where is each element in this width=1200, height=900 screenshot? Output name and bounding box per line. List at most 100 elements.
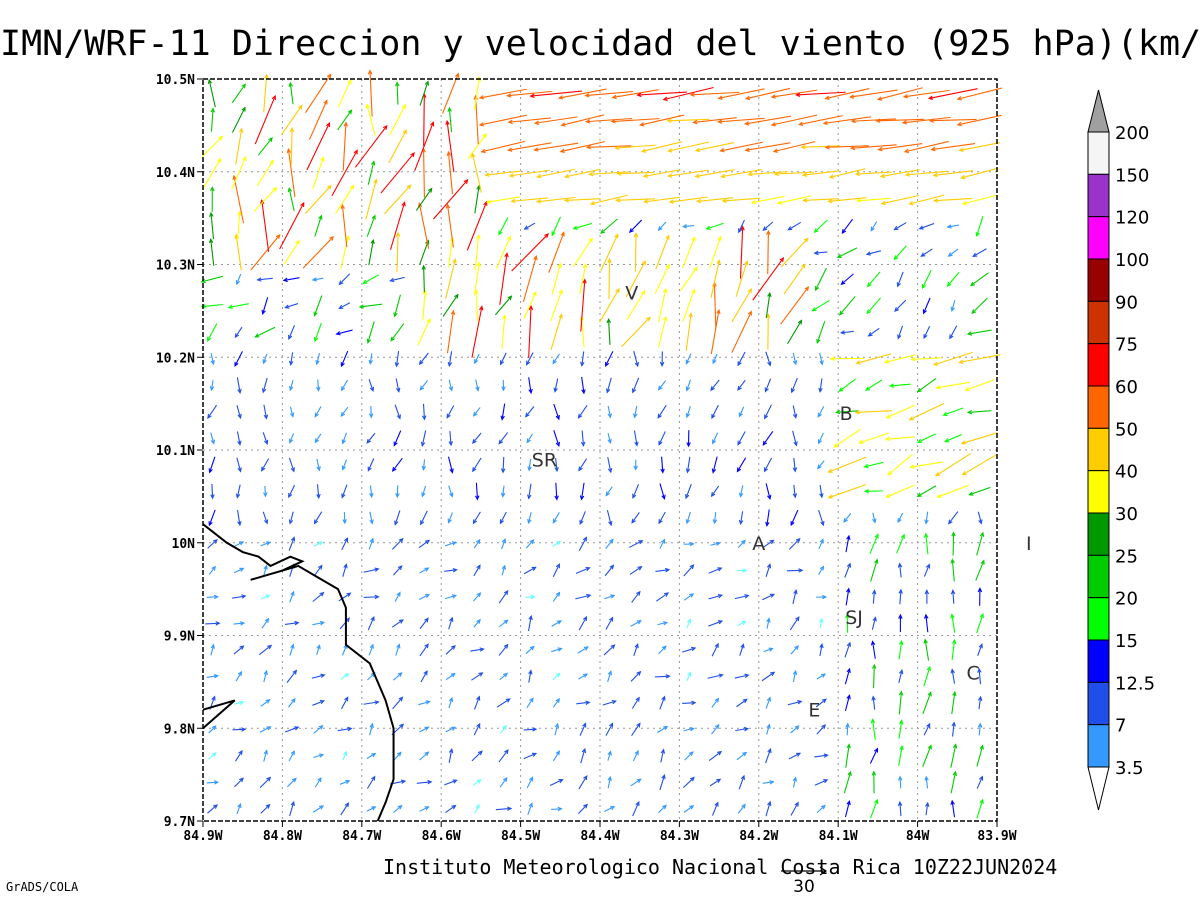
wind-arrowhead <box>691 700 697 706</box>
wind-shaft <box>337 727 352 732</box>
wind-vector <box>792 669 798 683</box>
wind-arrowhead <box>893 255 899 261</box>
wind-shaft <box>207 323 218 341</box>
wind-shaft <box>388 129 407 164</box>
wind-vector <box>865 250 882 256</box>
wind-shaft <box>815 267 827 291</box>
wind-shaft <box>604 594 615 600</box>
wind-vector <box>788 537 801 550</box>
wind-vector <box>342 121 349 171</box>
wind-arrowhead <box>923 532 929 538</box>
wind-vector <box>898 775 903 789</box>
wind-vector <box>610 118 660 124</box>
wind-shaft <box>792 590 797 605</box>
wind-shaft <box>501 539 506 550</box>
wind-vector <box>976 744 984 767</box>
wind-shaft <box>632 377 640 393</box>
wind-shaft <box>523 566 536 575</box>
wind-vector <box>762 539 775 549</box>
wind-shaft <box>525 539 534 549</box>
wind-shaft <box>626 290 646 321</box>
wind-vector <box>844 641 851 658</box>
wind-shaft <box>970 272 989 286</box>
wind-shaft <box>236 273 242 285</box>
wind-shaft <box>641 141 683 152</box>
colorbar-box <box>1087 258 1110 302</box>
wind-shaft <box>788 221 801 231</box>
wind-shaft <box>312 700 325 706</box>
wind-vector <box>341 696 349 710</box>
wind-shaft <box>951 300 956 311</box>
wind-vector <box>607 670 613 683</box>
wind-shaft <box>818 539 824 550</box>
wind-shaft <box>663 86 714 101</box>
wind-arrowhead <box>838 310 844 316</box>
wind-arrowhead <box>978 519 983 525</box>
wind-shaft <box>658 380 667 390</box>
wind-vector <box>445 726 457 733</box>
wind-vector <box>498 619 509 628</box>
wind-vector <box>765 509 770 527</box>
wind-shaft <box>419 81 429 106</box>
wind-shaft <box>773 141 816 153</box>
wind-shaft <box>972 248 987 257</box>
wind-shaft <box>737 351 746 366</box>
wind-vector <box>640 141 683 153</box>
wind-shaft <box>937 484 970 498</box>
wind-arrowhead <box>846 667 851 673</box>
chart-title: IMN/WRF-11 Direccion y velocidad del vie… <box>0 24 1200 64</box>
wind-arrowhead <box>350 184 355 190</box>
wind-arrowhead <box>552 359 557 365</box>
wind-arrowhead <box>607 775 612 781</box>
wind-vector <box>765 747 772 764</box>
wind-arrowhead <box>811 307 817 312</box>
wind-shaft <box>442 73 459 114</box>
wind-vector <box>557 88 607 100</box>
wind-vector <box>659 483 666 500</box>
wind-vector <box>630 620 642 627</box>
wind-shaft <box>765 483 771 499</box>
wind-arrowhead <box>607 257 612 263</box>
wind-vector <box>898 690 904 715</box>
wind-arrowhead <box>876 96 883 101</box>
wind-shaft <box>850 89 898 98</box>
wind-shaft <box>526 352 534 365</box>
wind-arrowhead <box>358 304 364 309</box>
wind-shaft <box>869 534 879 554</box>
wind-arrowhead <box>716 308 721 315</box>
wind-shaft <box>679 267 698 292</box>
wind-shaft <box>367 616 375 631</box>
wind-arrowhead <box>610 806 616 811</box>
wind-shaft <box>445 673 456 680</box>
wind-shaft <box>234 701 244 705</box>
wind-arrowhead <box>849 94 855 99</box>
wind-arrowhead <box>557 806 563 812</box>
wind-arrowhead <box>556 540 562 546</box>
wind-shaft <box>919 222 935 230</box>
wind-arrowhead <box>638 540 644 545</box>
wind-shaft <box>711 724 720 735</box>
wind-arrowhead <box>827 468 833 473</box>
wind-shaft <box>959 142 1000 151</box>
wind-arrowhead <box>717 235 722 241</box>
wind-arrowhead <box>208 468 213 474</box>
wind-vector <box>235 273 242 286</box>
wind-vector <box>679 266 698 292</box>
wind-shaft <box>762 431 774 446</box>
wind-vector <box>786 568 804 573</box>
wind-shaft <box>951 559 955 582</box>
wind-vector <box>507 117 551 125</box>
wind-arrowhead <box>818 439 823 445</box>
wind-shaft <box>839 296 856 316</box>
wind-vector <box>338 302 351 310</box>
wind-vector <box>835 409 859 415</box>
wind-shaft <box>788 752 801 760</box>
wind-arrowhead <box>743 121 750 126</box>
wind-shaft <box>384 184 412 215</box>
wind-vector <box>633 430 639 447</box>
wind-shaft <box>560 141 605 153</box>
wind-vector <box>966 409 992 415</box>
wind-arrowhead <box>483 200 488 206</box>
wind-arrowhead <box>371 753 377 758</box>
wind-arrowhead <box>795 752 802 757</box>
